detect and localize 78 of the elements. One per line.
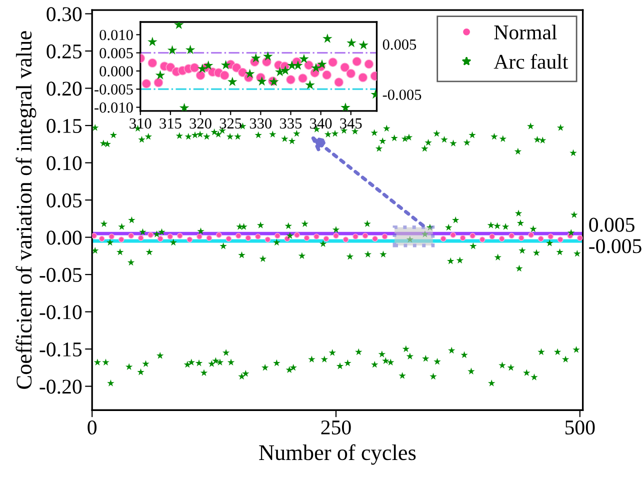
point [322,34,332,43]
point [174,22,184,30]
y-tick-label: 0.05 [46,193,82,208]
point [167,45,178,54]
point [334,77,344,87]
point [142,78,152,88]
point [311,62,321,72]
point [293,60,303,70]
point [322,70,332,80]
legend-label: Normal [494,24,557,40]
x-tick-label: 315 [160,118,182,129]
point [148,58,158,68]
y-tick-label: 0.005 [100,48,133,58]
x-tick-label: 325 [220,118,242,129]
y-tick-label: -0.15 [40,342,82,357]
point [197,64,208,73]
point [262,51,273,61]
y-tick-label: 0.000 [100,66,133,76]
point [148,36,158,46]
x-axis-title: Number of cycles [259,444,416,465]
point [244,68,255,78]
point [228,76,238,86]
legend-label: Arc fault [494,54,568,69]
point [299,54,309,64]
ref-line-label: 0.005 [382,39,416,50]
y-tick-label: 0.10 [46,156,82,170]
point [364,59,374,69]
point [352,56,362,66]
x-tick-label: 340 [310,118,332,129]
y-tick-label: 0.00 [46,230,82,245]
y-tick-label: 0.20 [46,82,82,96]
y-tick-label: 0.15 [46,118,82,134]
ref-line-label: -0.005 [382,90,422,100]
point [232,62,242,72]
point [358,72,368,82]
ref-line-label: -0.005 [589,239,642,254]
x-tick-label: 310 [130,118,152,129]
point [340,102,350,111]
point [185,44,196,54]
y-tick-label: 0.30 [46,7,82,22]
x-tick-label: 335 [280,118,302,129]
point [346,38,356,48]
x-tick-label: 345 [340,118,362,129]
point [196,70,206,80]
point [220,70,230,80]
point [304,60,314,70]
point [190,62,200,72]
y-axis-title: Coefficient of variation of integral value [16,31,36,389]
point [220,60,231,70]
point [203,60,214,70]
point [256,76,267,86]
y-tick-label: 0.010 [100,30,133,40]
point [280,65,290,75]
point [286,74,296,84]
point [358,40,368,50]
y-tick-label: -0.10 [40,305,82,320]
point [250,53,261,62]
point [155,70,166,80]
y-tick-label: 0.25 [46,44,82,59]
x-tick-label: 0 [88,420,97,435]
x-tick-label: 320 [190,118,212,129]
y-tick-label: -0.010 [94,102,133,113]
point [328,58,338,68]
x-tick-label: 330 [250,118,272,129]
point [346,68,356,78]
y-tick-label: -0.20 [40,380,82,394]
point [275,66,285,76]
point [305,80,315,90]
x-tick-label: 250 [321,420,351,435]
point [298,73,308,83]
ref-line-label: 0.005 [589,218,634,232]
point [317,59,327,69]
y-tick-label: -0.005 [94,84,133,95]
y-tick-label: -0.05 [40,268,82,282]
x-tick-label: 500 [565,420,595,435]
point [340,62,350,72]
point [154,78,164,88]
point [179,102,190,111]
